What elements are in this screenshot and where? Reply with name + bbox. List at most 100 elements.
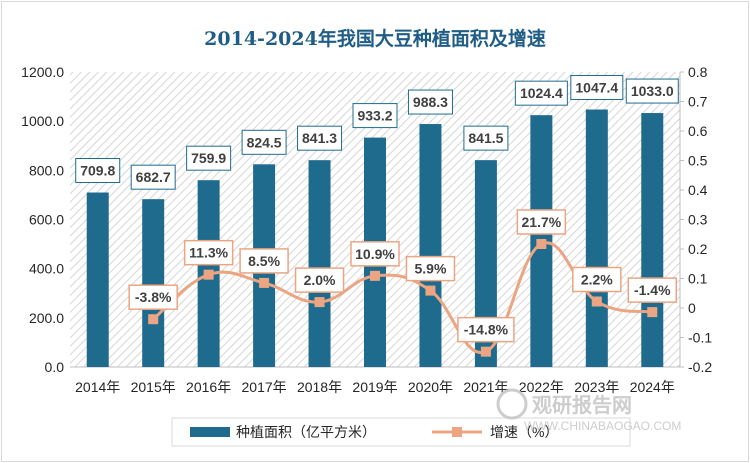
bar-label-box (352, 103, 398, 129)
x-tick-label: 2018年 (297, 379, 342, 395)
x-tick-label: 2015年 (131, 379, 176, 395)
right-y-tick-label: 0.7 (688, 94, 708, 110)
legend: 种植面积（亿平方米） 增速（%） (171, 417, 631, 447)
chart-title: 2014-2024年我国大豆种植面积及增速 (204, 27, 546, 50)
left-y-tick-label: 800.0 (29, 162, 64, 178)
bar-label-box (297, 125, 343, 151)
bar (142, 199, 165, 367)
x-tick-label: 2014年 (75, 379, 120, 395)
left-y-tick-label: 400.0 (29, 261, 64, 277)
watermark-sub: WWW.CHINABAOGAO.COM (524, 419, 681, 433)
right-y-tick-label: 0.4 (688, 182, 708, 198)
left-y-tick-label: 1000.0 (21, 113, 64, 129)
x-tick-label: 2022年 (519, 379, 564, 395)
bar-data-label: 841.5 (468, 130, 503, 146)
left-y-tick-label: 600.0 (29, 212, 64, 228)
bar-data-label: 709.8 (80, 163, 115, 179)
bar-label-box (570, 75, 624, 101)
right-y-tick-label: -0.1 (688, 330, 712, 346)
line-point (647, 307, 658, 318)
line-data-label: 5.9% (414, 261, 446, 277)
line-point (370, 270, 380, 281)
bar-data-label: 841.3 (302, 130, 337, 146)
x-tick-label: 2017年 (242, 379, 287, 395)
line-point (148, 314, 159, 325)
line-label-box (183, 239, 234, 266)
bar (308, 160, 331, 367)
line-data-label: 8.5% (248, 253, 280, 269)
legend-bar-label: 种植面积（亿平方米） (236, 424, 376, 440)
bar-data-labels: 709.8 682.7 759.9 824.5 841.3 933.2 988.3 841.5… (75, 75, 679, 190)
line-point (591, 296, 602, 307)
left-y-tick-label: 200.0 (29, 310, 64, 326)
line-point (314, 297, 325, 308)
line-label-box (457, 316, 515, 343)
bar-label-box (186, 145, 232, 171)
bar (474, 160, 497, 367)
line-label-box (405, 255, 456, 282)
line-point (480, 346, 491, 357)
bar-data-label: 1024.4 (520, 85, 563, 101)
bar-data-label: 1047.4 (575, 80, 618, 96)
x-tick-label: 2024年 (630, 379, 675, 395)
line-point (259, 277, 270, 288)
left-y-axis: 0.0 200.0 400.0 600.0 800.0 1000.0 1200.0 (21, 64, 64, 375)
line-point (536, 238, 547, 249)
line-data-labels: -3.8% 11.3% 8.5% 2.0% 10.9% 5.9% -14.8% 21.7% 2.… (128, 209, 678, 343)
line-label-box (350, 241, 400, 267)
line-label-box (572, 266, 622, 293)
legend-line-marker (452, 427, 462, 437)
line-series (148, 238, 658, 357)
bar-label-box (407, 89, 453, 115)
x-tick-label: 2023年 (574, 379, 619, 395)
right-y-axis: -0.2 -0.1 0 0.1 0.2 0.3 0.4 0.5 0.6 0.7 0.8 (679, 64, 712, 375)
bar-data-label: 824.5 (247, 134, 282, 150)
bar-data-label: 988.3 (413, 94, 448, 110)
line-data-label: 11.3% (189, 245, 228, 261)
right-y-tick-label: 0.2 (688, 241, 708, 257)
watermark-text: 观研报告网 (532, 393, 632, 417)
bar (86, 192, 109, 367)
bar-label-box (463, 125, 509, 151)
x-tick-label: 2019年 (352, 379, 397, 395)
line-point (425, 285, 436, 296)
bar-data-label: 933.2 (357, 108, 392, 124)
right-y-tick-label: 0.6 (688, 123, 708, 139)
line-label-box (516, 209, 567, 235)
bar-label-box (625, 78, 679, 104)
line-label-box (128, 284, 178, 310)
line-data-label: 2.0% (304, 272, 336, 288)
line-data-label: -14.8% (464, 322, 509, 338)
bar (641, 113, 664, 367)
right-y-tick-label: 0.5 (688, 153, 708, 169)
right-y-tick-label: 0.3 (688, 212, 708, 228)
bar-data-label: 682.7 (136, 169, 171, 185)
right-y-tick-label: -0.2 (688, 359, 712, 375)
bar-label-box (75, 158, 121, 184)
x-tick-label: 2021年 (463, 379, 508, 395)
line-data-label: 10.9% (355, 246, 395, 262)
x-axis: 2014年 2015年 2016年 2017年 2018年 2019年 2020年 2021年… (70, 366, 680, 395)
line-data-label: 21.7% (522, 214, 562, 230)
bar-label-box (514, 80, 568, 106)
line-data-label: -1.4% (634, 282, 671, 298)
line-data-label: 2.2% (581, 272, 613, 288)
bar-data-label: 759.9 (191, 150, 226, 166)
bar-label-box (241, 129, 287, 155)
right-y-tick-label: 0.8 (688, 64, 708, 80)
bar (585, 109, 608, 368)
left-y-tick-label: 1200.0 (21, 64, 64, 80)
bar-label-box (130, 164, 176, 190)
right-y-tick-label: 0.1 (688, 271, 708, 287)
x-tick-label: 2016年 (186, 379, 231, 395)
watermark-logo-icon (496, 388, 528, 420)
legend-line-label: 增速（%） (490, 424, 558, 440)
legend-bar-swatch (190, 427, 230, 437)
line-point (203, 269, 214, 280)
line-label-box (627, 277, 678, 303)
watermark: 观研报告网 WWW.CHINABAOGAO.COM (496, 388, 681, 433)
legend-box (171, 417, 631, 447)
x-tick-label: 2020年 (408, 379, 453, 395)
bar (419, 124, 442, 368)
